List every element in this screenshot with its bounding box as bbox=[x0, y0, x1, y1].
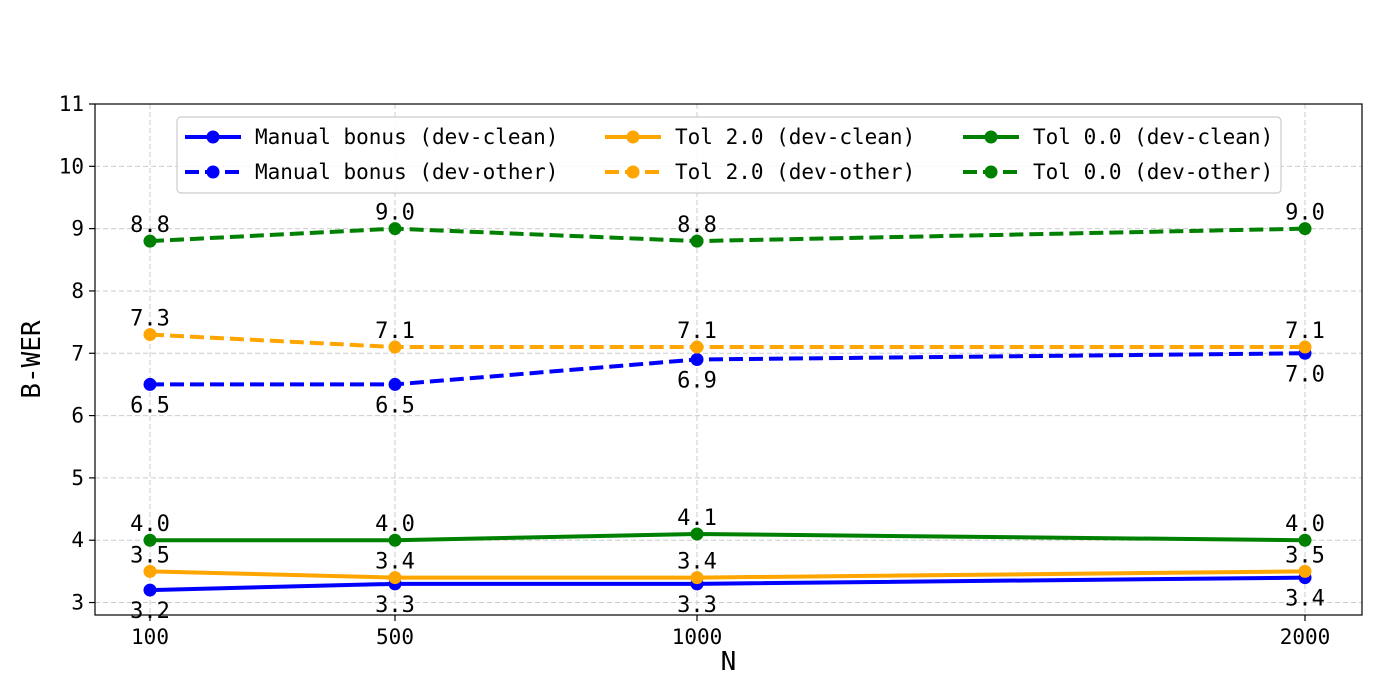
legend-marker bbox=[206, 165, 220, 179]
x-tick-label: 1000 bbox=[672, 625, 723, 649]
legend-label: Manual bonus (dev-other) bbox=[255, 160, 558, 184]
data-point bbox=[143, 533, 157, 547]
legend-marker bbox=[626, 130, 640, 144]
data-label: 6.5 bbox=[130, 393, 170, 418]
data-point bbox=[690, 571, 704, 585]
data-label: 6.9 bbox=[677, 369, 717, 394]
plot-frame bbox=[94, 103, 1363, 616]
x-tick-label: 100 bbox=[131, 625, 169, 649]
data-labels: 3.2 3.3 3.3 3.46.5 6.56.9 7.03.5 3.4 3.4 3.57.3 7… bbox=[130, 201, 1325, 624]
legend-marker bbox=[206, 130, 220, 144]
data-label: 3.4 bbox=[1285, 587, 1325, 612]
legend-label: Tol 2.0 (dev-other) bbox=[675, 160, 915, 184]
data-label: 8.8 bbox=[130, 213, 170, 238]
legend-marker bbox=[626, 165, 640, 179]
data-point bbox=[690, 353, 704, 366]
data-label: 9.0 bbox=[1285, 201, 1325, 226]
x-tick-label: 2000 bbox=[1280, 625, 1331, 649]
series-line bbox=[149, 332, 1305, 350]
data-point bbox=[1298, 222, 1312, 236]
data-point bbox=[690, 527, 704, 541]
series-line bbox=[150, 351, 1306, 387]
data-point bbox=[143, 234, 157, 248]
data-label: 4.0 bbox=[130, 512, 170, 537]
x-axis: 100 500 1000 2000 bbox=[131, 615, 1330, 649]
data-label: 4.1 bbox=[677, 506, 717, 531]
legend-item: Tol 0.0 (dev-clean) bbox=[963, 125, 1273, 149]
data-point bbox=[143, 328, 157, 342]
series bbox=[143, 222, 1312, 248]
y-axis-label: B-WER bbox=[17, 320, 47, 399]
data-point bbox=[388, 377, 402, 391]
series bbox=[143, 328, 1312, 354]
series-layer bbox=[143, 222, 1312, 597]
y-tick-label: 8 bbox=[71, 279, 84, 303]
series bbox=[143, 564, 1312, 585]
y-axis: 3 4 5 6 7 8 9 10 11 bbox=[59, 92, 95, 615]
data-point bbox=[690, 340, 704, 354]
y-tick-label: 3 bbox=[71, 591, 84, 615]
legend-item: Manual bonus (dev-other) bbox=[185, 160, 558, 184]
y-tick-label: 10 bbox=[59, 154, 84, 178]
data-point bbox=[388, 571, 402, 585]
data-point bbox=[1298, 564, 1312, 578]
data-label: 7.1 bbox=[1285, 319, 1325, 344]
data-label: 4.0 bbox=[1285, 512, 1325, 537]
data-label: 3.4 bbox=[677, 550, 717, 575]
data-label: 3.5 bbox=[1285, 543, 1325, 568]
y-tick-label: 11 bbox=[59, 92, 84, 116]
y-tick-label: 5 bbox=[71, 466, 84, 490]
series-line bbox=[149, 226, 1306, 244]
series-line bbox=[149, 569, 1306, 580]
data-point bbox=[690, 234, 704, 248]
legend-label: Tol 2.0 (dev-clean) bbox=[675, 125, 915, 149]
series-line bbox=[150, 531, 1306, 543]
data-point bbox=[143, 564, 157, 578]
legend-item: Tol 0.0 (dev-other) bbox=[963, 160, 1273, 184]
data-label: 7.3 bbox=[130, 307, 170, 332]
data-label: 7.1 bbox=[677, 319, 717, 344]
y-tick-label: 9 bbox=[71, 217, 84, 241]
data-point bbox=[388, 340, 402, 354]
legend-marker bbox=[984, 165, 998, 179]
data-label: 4.0 bbox=[375, 512, 415, 537]
legend-item: Manual bonus (dev-clean) bbox=[185, 125, 558, 149]
data-label: 3.5 bbox=[130, 543, 170, 568]
series-line bbox=[149, 575, 1306, 593]
data-label: 6.5 bbox=[375, 393, 415, 418]
series bbox=[143, 527, 1312, 547]
legend-label: Manual bonus (dev-clean) bbox=[255, 125, 558, 149]
data-label: 9.0 bbox=[375, 201, 415, 226]
data-point bbox=[143, 583, 157, 597]
legend: Manual bonus (dev-clean) Manual bonus (de… bbox=[176, 116, 1282, 194]
data-label: 8.8 bbox=[677, 213, 717, 238]
data-point bbox=[143, 377, 157, 391]
legend-marker bbox=[984, 130, 998, 144]
y-tick-label: 7 bbox=[71, 341, 84, 365]
data-label: 3.3 bbox=[375, 593, 415, 618]
data-point bbox=[388, 533, 402, 547]
data-point bbox=[388, 222, 402, 236]
y-tick-label: 4 bbox=[71, 528, 84, 552]
data-label: 3.4 bbox=[375, 550, 415, 575]
data-label: 7.0 bbox=[1285, 362, 1325, 387]
data-label: 3.3 bbox=[677, 593, 717, 618]
legend-label: Tol 0.0 (dev-other) bbox=[1033, 160, 1273, 184]
legend-label: Tol 0.0 (dev-clean) bbox=[1033, 125, 1273, 149]
data-point bbox=[1298, 533, 1312, 547]
x-axis-label: N bbox=[721, 647, 737, 677]
legend-item: Tol 2.0 (dev-other) bbox=[605, 160, 915, 184]
data-label: 7.1 bbox=[375, 319, 415, 344]
legend-item: Tol 2.0 (dev-clean) bbox=[605, 125, 915, 149]
data-point bbox=[1298, 340, 1312, 354]
y-tick-label: 6 bbox=[71, 404, 84, 428]
x-tick-label: 500 bbox=[376, 625, 414, 649]
